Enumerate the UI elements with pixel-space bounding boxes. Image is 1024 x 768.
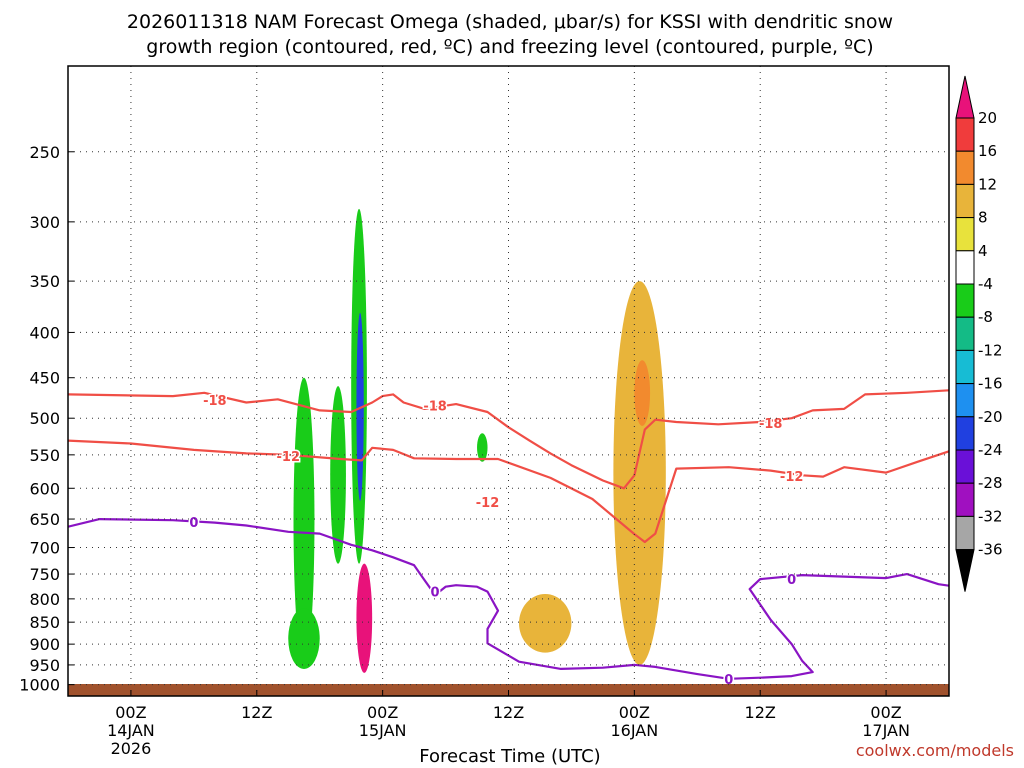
colorbar-bin-2 (955, 183, 975, 219)
x-tick-label-1: 12Z (241, 703, 272, 722)
colorbar-tick-10: -24 (978, 441, 1003, 459)
omega-region-0 (293, 377, 315, 665)
colorbar-bin-10 (955, 449, 975, 484)
gridlines (68, 66, 949, 696)
contour-label-0-3: 0 (787, 573, 796, 588)
colorbar-bin-1 (955, 150, 975, 185)
y-tick-label-500: 500 (29, 409, 60, 428)
colorbar-tick-12: -32 (978, 507, 1003, 525)
x-axis-label: Forecast Time (UTC) (419, 746, 600, 767)
contour-line-0 (68, 518, 949, 680)
colorbar-bin-3 (955, 217, 975, 252)
colorbar-bin-6 (955, 316, 975, 351)
colorbar-tick-11: -28 (978, 474, 1003, 492)
y-tick-label-650: 650 (29, 510, 60, 529)
omega-region-9 (356, 563, 373, 673)
title-line-2: growth region (contoured, red, ºC) and f… (146, 36, 873, 58)
x-tick-sublabel-0-1: 2026 (111, 739, 152, 758)
x-tick-label-2: 00Z (367, 703, 398, 722)
colorbar-tick-1: 16 (978, 142, 997, 160)
y-tick-label-250: 250 (29, 143, 60, 162)
contour-label--18-1: -18 (423, 400, 447, 415)
y-tick-label-700: 700 (29, 539, 60, 558)
colorbar-bin-7 (955, 349, 975, 385)
omega-region-8 (634, 360, 651, 426)
colorbar-bin-12 (955, 515, 975, 551)
y-tick-label-400: 400 (29, 323, 60, 342)
colorbar-under-arrow (955, 549, 975, 592)
contour-label--18-0: -18 (203, 394, 227, 409)
omega-region-4 (477, 433, 488, 462)
y-tick-label-300: 300 (29, 213, 60, 232)
colorbar-bin-8 (955, 383, 975, 418)
y-tick-label-750: 750 (29, 565, 60, 584)
y-tick-label-1000: 1000 (19, 676, 60, 695)
y-tick-label-950: 950 (29, 656, 60, 675)
contour-label-0-1: 0 (431, 586, 440, 601)
colorbar-tick-0: 20 (978, 109, 997, 127)
x-tick-label-4: 00Z (619, 703, 650, 722)
contour-label--18-2: -18 (759, 417, 783, 432)
colorbar-bin-0 (955, 117, 975, 152)
title-line-1: 2026011318 NAM Forecast Omega (shaded, μ… (127, 11, 893, 33)
omega-shading (288, 208, 666, 673)
omega-region-6 (518, 594, 572, 653)
y-axis: 250 300 350 400 450 500 550 600 650 700 750 800 850 9… (19, 143, 74, 695)
x-tick-label-5: 12Z (745, 703, 776, 722)
y-tick-label-600: 600 (29, 479, 60, 498)
x-tick-sublabel-4-0: 16JAN (610, 721, 658, 740)
colorbar-bin-9 (955, 416, 975, 451)
contour-label-0-0: 0 (189, 516, 198, 531)
colorbar-tick-8: -16 (978, 375, 1003, 393)
colorbar: 20 16 12 8 4 -4 -8 -12 -16 -20 -24 -28 -32 -36 (955, 75, 1003, 592)
contour-line--18 (68, 389, 949, 490)
colorbar-tick-2: 12 (978, 175, 997, 193)
x-tick-label-3: 12Z (493, 703, 524, 722)
colorbar-over-arrow (955, 75, 975, 119)
colorbar-tick-4: 4 (978, 242, 988, 260)
colorbar-tick-7: -12 (978, 341, 1003, 359)
colorbar-bin-11 (955, 482, 975, 517)
y-tick-label-850: 850 (29, 613, 60, 632)
colorbar-tick-9: -20 (978, 408, 1003, 426)
y-tick-label-350: 350 (29, 272, 60, 291)
contour-label--12-2: -12 (780, 470, 804, 485)
colorbar-tick-6: -8 (978, 308, 993, 326)
omega-region-3 (288, 608, 320, 669)
contour-line--12 (68, 439, 949, 544)
y-tick-label-800: 800 (29, 590, 60, 609)
contour-label--12-0: -12 (277, 450, 301, 465)
colorbar-tick-3: 8 (978, 209, 988, 227)
x-tick-label-0: 00Z (115, 703, 146, 722)
x-tick-sublabel-0-0: 14JAN (107, 721, 155, 740)
x-tick-sublabel-6-0: 17JAN (862, 721, 910, 740)
x-tick-label-6: 00Z (870, 703, 901, 722)
credit-text: coolwx.com/models (856, 741, 1014, 760)
contour-label--12-1: -12 (476, 496, 500, 511)
omega-region-1 (330, 386, 346, 564)
y-tick-label-550: 550 (29, 446, 60, 465)
y-tick-label-450: 450 (29, 369, 60, 388)
colorbar-tick-5: -4 (978, 275, 993, 293)
colorbar-bin-4 (955, 250, 975, 285)
x-tick-sublabel-2-0: 15JAN (359, 721, 407, 740)
plot-frame (67, 65, 950, 697)
omega-region-7 (613, 281, 666, 665)
y-tick-label-900: 900 (29, 635, 60, 654)
colorbar-bin-5 (955, 283, 975, 318)
colorbar-tick-13: -36 (978, 541, 1003, 559)
